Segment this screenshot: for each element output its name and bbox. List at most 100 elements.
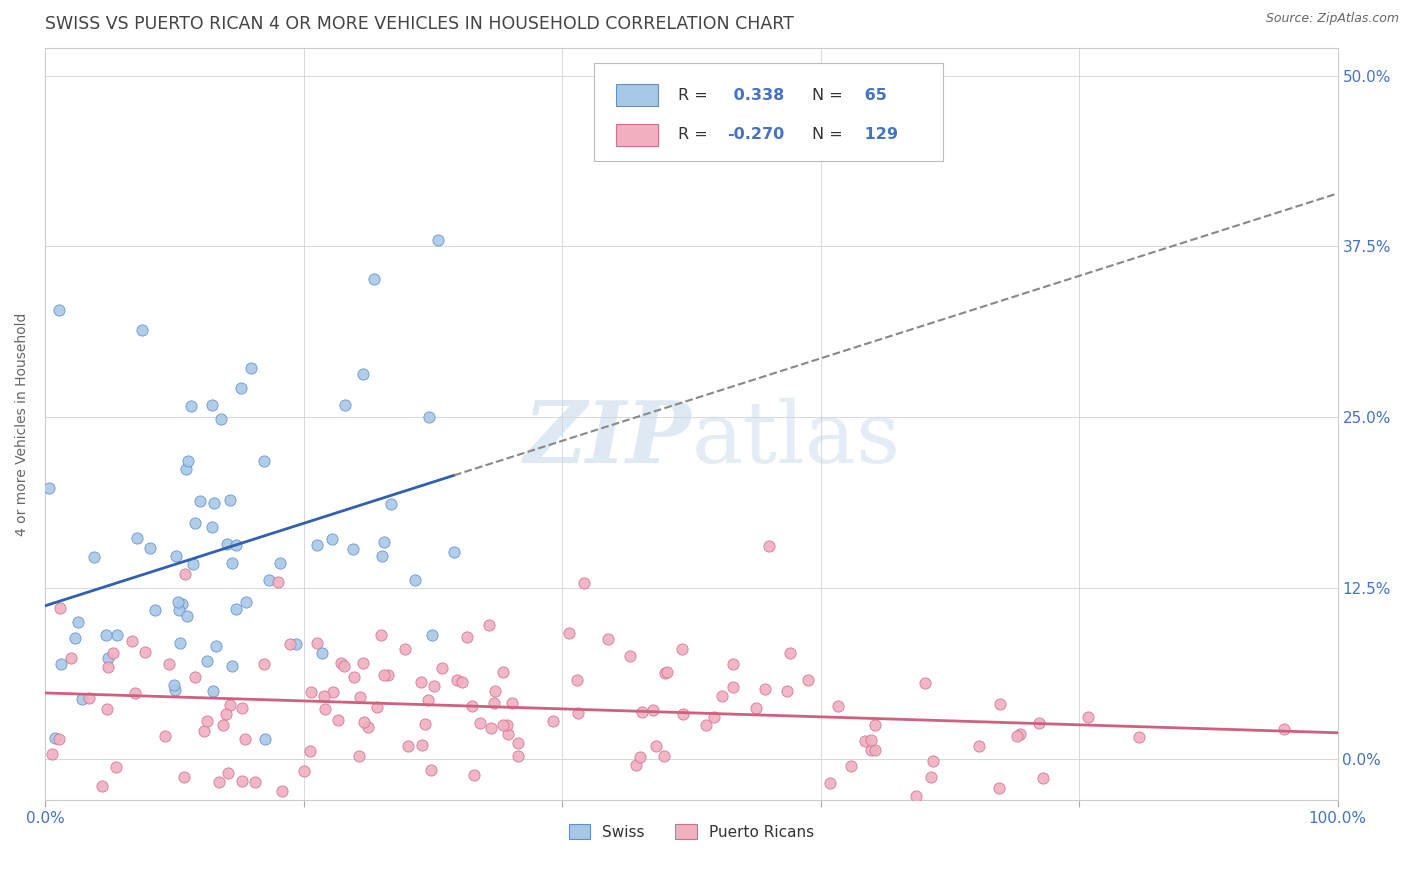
Point bbox=[205, 639, 228, 653]
Point bbox=[567, 673, 589, 687]
Point bbox=[79, 691, 101, 706]
Point bbox=[645, 739, 668, 753]
Point bbox=[66, 615, 89, 629]
Point bbox=[188, 494, 211, 508]
Point bbox=[363, 272, 385, 286]
Point bbox=[418, 693, 440, 707]
Point bbox=[628, 750, 651, 764]
Point bbox=[703, 709, 725, 723]
Point bbox=[101, 646, 124, 660]
Point bbox=[195, 714, 218, 728]
Point bbox=[456, 630, 478, 644]
Point bbox=[48, 303, 70, 318]
Point bbox=[271, 784, 294, 798]
Point bbox=[419, 763, 441, 777]
Bar bbox=[616, 84, 658, 106]
Point bbox=[314, 690, 336, 704]
Point bbox=[202, 683, 225, 698]
Point bbox=[863, 718, 886, 732]
Point bbox=[904, 789, 927, 804]
Point bbox=[342, 541, 364, 556]
Point bbox=[1128, 731, 1150, 745]
Point bbox=[184, 516, 207, 530]
Point bbox=[370, 628, 392, 642]
Point bbox=[91, 779, 114, 793]
Point bbox=[305, 538, 328, 552]
Point bbox=[176, 608, 198, 623]
Point bbox=[173, 770, 195, 784]
Text: ZIP: ZIP bbox=[523, 397, 692, 481]
Point bbox=[859, 732, 882, 747]
Point bbox=[239, 361, 262, 376]
Point bbox=[174, 461, 197, 475]
Point bbox=[501, 696, 523, 710]
Point bbox=[208, 775, 231, 789]
Point bbox=[170, 597, 193, 611]
Text: -0.270: -0.270 bbox=[727, 128, 785, 143]
Text: N =: N = bbox=[811, 87, 842, 103]
Point bbox=[307, 636, 329, 650]
Point bbox=[285, 637, 308, 651]
Point bbox=[567, 706, 589, 720]
Point bbox=[922, 754, 945, 768]
Point bbox=[169, 636, 191, 650]
Point bbox=[193, 723, 215, 738]
Point bbox=[225, 602, 247, 616]
Point bbox=[853, 734, 876, 748]
Point bbox=[38, 481, 60, 495]
Point bbox=[349, 690, 371, 705]
Point bbox=[41, 747, 63, 761]
Point bbox=[394, 642, 416, 657]
Point bbox=[49, 600, 72, 615]
Point bbox=[818, 776, 841, 790]
Point bbox=[143, 603, 166, 617]
Point bbox=[333, 659, 356, 673]
Point bbox=[860, 742, 883, 756]
Point bbox=[183, 557, 205, 571]
Point bbox=[373, 534, 395, 549]
Point bbox=[495, 718, 517, 732]
Point bbox=[105, 628, 128, 642]
Point bbox=[443, 545, 465, 559]
Point bbox=[420, 628, 443, 642]
Point bbox=[827, 698, 849, 713]
Point bbox=[451, 675, 474, 690]
Point bbox=[124, 686, 146, 700]
Point bbox=[423, 679, 446, 693]
Point bbox=[415, 717, 437, 731]
Point bbox=[131, 323, 153, 337]
Legend: Swiss, Puerto Ricans: Swiss, Puerto Ricans bbox=[562, 818, 820, 846]
Point bbox=[201, 399, 224, 413]
Point bbox=[159, 657, 181, 671]
Point bbox=[121, 634, 143, 648]
Point bbox=[380, 497, 402, 511]
Point bbox=[326, 713, 349, 727]
Point bbox=[163, 678, 186, 692]
Point bbox=[484, 684, 506, 698]
Point bbox=[278, 637, 301, 651]
Point bbox=[269, 556, 291, 570]
Point bbox=[352, 656, 374, 670]
Point bbox=[299, 685, 322, 699]
Point bbox=[202, 496, 225, 510]
Point bbox=[672, 707, 695, 722]
Point bbox=[396, 739, 419, 753]
Point bbox=[253, 657, 276, 671]
FancyBboxPatch shape bbox=[595, 63, 943, 161]
Point bbox=[357, 720, 380, 734]
Point bbox=[347, 749, 370, 764]
Point bbox=[176, 454, 198, 468]
Point bbox=[430, 661, 453, 675]
Point bbox=[211, 718, 233, 732]
Point bbox=[461, 698, 484, 713]
Point bbox=[652, 748, 675, 763]
Point bbox=[1032, 771, 1054, 785]
Point bbox=[125, 532, 148, 546]
Point bbox=[329, 656, 352, 670]
Point bbox=[60, 650, 83, 665]
Bar bbox=[616, 124, 658, 146]
Point bbox=[721, 680, 744, 694]
Point bbox=[695, 718, 717, 732]
Point bbox=[631, 706, 654, 720]
Point bbox=[97, 660, 120, 674]
